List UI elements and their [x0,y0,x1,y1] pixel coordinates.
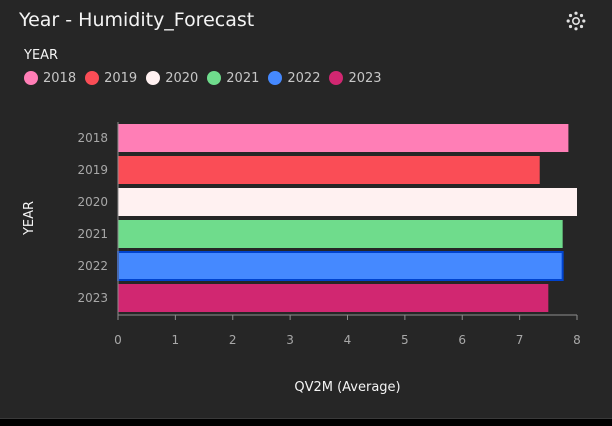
legend-item-2019[interactable]: 2019 [85,71,137,86]
bar-2019[interactable] [118,156,540,184]
bar-2021[interactable] [118,220,563,248]
legend-swatch [85,71,100,85]
legend-item-2022[interactable]: 2022 [268,71,320,86]
legend-item-2021[interactable]: 2021 [207,71,259,86]
bar-2022[interactable] [117,251,564,281]
legend-item-2020[interactable]: 2020 [146,71,198,86]
legend-swatch [24,71,38,85]
legend-title: YEAR [24,48,59,63]
y-tick-label-2019: 2019 [77,163,108,177]
x-axis-title: QV2M (Average) [294,380,400,395]
legend-label: 2019 [104,70,138,86]
legend-label: 2022 [287,70,321,86]
legend-label: 2018 [43,70,77,86]
x-tick-label-5: 5 [401,333,409,347]
x-tick-label-6: 6 [458,333,466,347]
legend-swatch [268,71,283,85]
x-tick-label-2: 2 [229,333,237,347]
legend-swatch [207,71,222,85]
bar-2020[interactable] [118,188,577,216]
legend-swatch [146,71,161,85]
legend-label: 2020 [165,70,199,86]
bar-chart: 2018 2019 2020 2021 2022 2023 0 1 2 3 4 5 6 7 8 QV2M (A… [22,122,581,395]
y-tick-label-2023: 2023 [77,291,108,305]
y-tick-label-2018: 2018 [77,131,108,145]
y-tick-label-2020: 2020 [77,195,108,209]
x-tick-label-7: 7 [516,333,524,347]
bar-2018[interactable] [118,124,569,152]
legend: 2018 2019 2020 2021 2022 2023 [24,69,391,87]
legend-label: 2021 [226,70,260,86]
x-tick-label-4: 4 [344,333,352,347]
x-tick-label-1: 1 [172,333,180,347]
legend-label: 2023 [348,70,382,86]
bar-2023[interactable] [118,284,549,312]
legend-item-2023[interactable]: 2023 [329,70,382,86]
x-tick-label-0: 0 [114,333,122,347]
legend-swatch [329,71,344,85]
x-tick-label-3: 3 [286,333,294,347]
x-tick-label-8: 8 [573,333,581,347]
y-tick-label-2021: 2021 [77,227,108,241]
y-tick-label-2022: 2022 [77,259,108,273]
gear-icon[interactable] [565,10,587,32]
chart-title: Year - Humidity_Forecast [19,9,255,31]
y-axis-title: YEAR [22,201,37,236]
legend-item-2018[interactable]: 2018 [24,71,76,86]
